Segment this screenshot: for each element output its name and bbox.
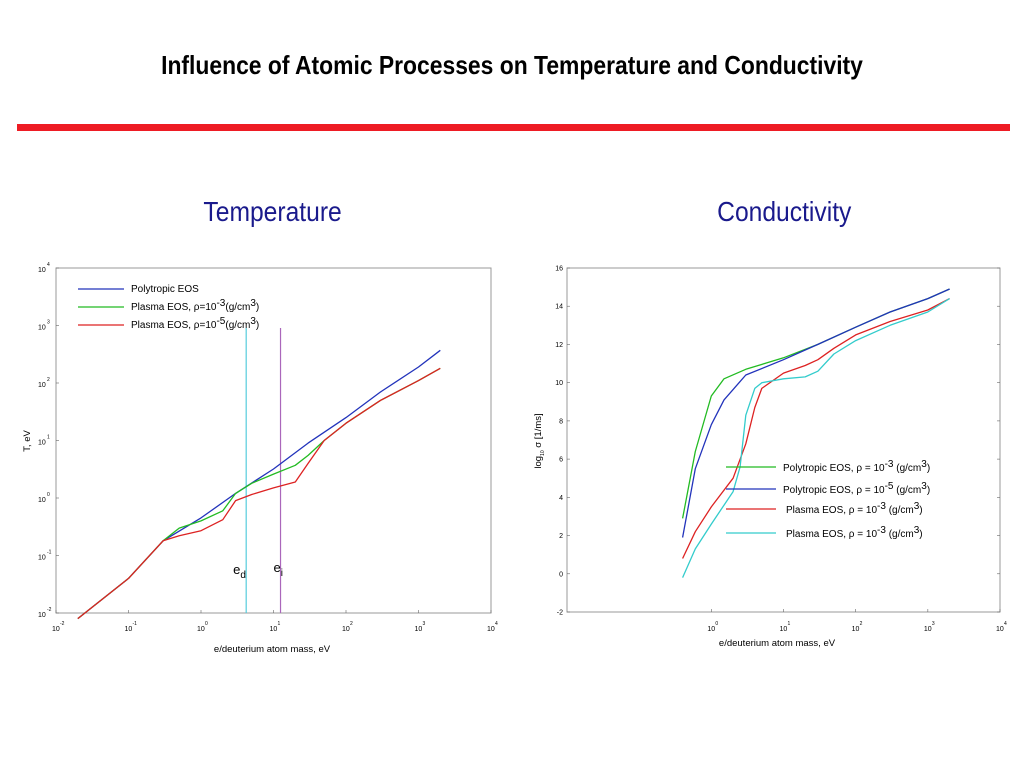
temperature-x-tick-exponent: 2 [350, 621, 353, 627]
temperature-x-tick-label: 10 [415, 626, 423, 633]
slide-title: Influence of Atomic Processes on Tempera… [161, 50, 863, 80]
conductivity-legend-label: Polytropic EOS, ρ = 10-5 (g/cm3) [783, 481, 930, 496]
conductivity-x-axis-label: e/deuterium atom mass, eV [719, 638, 836, 649]
conductivity-x-tick-exponent: 2 [860, 621, 863, 627]
temperature-x-tick-exponent: 1 [278, 621, 281, 627]
temperature-y-tick-exponent: 0 [47, 492, 50, 498]
temperature-x-tick-label: 10 [342, 626, 350, 633]
temperature-x-tick-exponent: 0 [205, 621, 208, 627]
temperature-y-tick-label: 10 [38, 555, 46, 562]
title-divider [17, 124, 1010, 131]
conductivity-heading: Conductivity [717, 196, 852, 227]
conductivity-legend-label: Plasma EOS, ρ = 10-3 (g/cm3) [786, 525, 923, 540]
conductivity-x-tick-label: 10 [996, 626, 1004, 633]
conductivity-y-tick-label: 6 [559, 457, 563, 464]
conductivity-x-tick-label: 10 [852, 626, 860, 633]
conductivity-y-tick-label: 2 [559, 533, 563, 540]
conductivity-y-tick-label: 0 [559, 571, 563, 578]
conductivity-y-tick-label: 8 [559, 418, 563, 425]
temperature-y-tick-exponent: 4 [47, 262, 50, 268]
conductivity-series-line [682, 298, 950, 559]
temperature-series-line [77, 349, 441, 620]
conductivity-x-tick-exponent: 3 [932, 621, 935, 627]
conductivity-x-tick-exponent: 1 [788, 621, 791, 627]
conductivity-y-tick-label: 16 [555, 266, 563, 273]
temperature-y-tick-exponent: -2 [47, 607, 52, 613]
temperature-x-tick-exponent: -1 [133, 621, 138, 627]
temperature-x-tick-label: 10 [270, 626, 278, 633]
temperature-y-tick-label: 10 [38, 267, 46, 274]
temperature-x-tick-label: 10 [487, 626, 495, 633]
conductivity-series-line [681, 288, 950, 538]
conductivity-x-tick-label: 10 [707, 626, 715, 633]
temperature-y-tick-label: 10 [38, 497, 46, 504]
temperature-heading: Temperature [203, 196, 342, 227]
conductivity-series-line [682, 298, 950, 578]
temperature-x-tick-label: 10 [197, 626, 205, 633]
temperature-y-tick-exponent: 2 [47, 377, 50, 383]
temperature-x-tick-exponent: 4 [495, 621, 498, 627]
temperature-legend-label: Plasma EOS, ρ=10-3(g/cm3) [131, 298, 259, 313]
temperature-x-tick-exponent: -2 [60, 621, 65, 627]
temperature-marker-label: ed [233, 562, 246, 581]
conductivity-y-tick-label: 12 [555, 342, 563, 349]
temperature-y-tick-exponent: 3 [47, 320, 50, 326]
conductivity-y-tick-label: 4 [559, 495, 563, 502]
conductivity-x-tick-exponent: 4 [1004, 621, 1007, 627]
temperature-marker-label: ei [274, 560, 283, 579]
conductivity-legend-label: Polytropic EOS, ρ = 10-3 (g/cm3) [783, 459, 930, 474]
temperature-y-tick-exponent: 1 [47, 435, 50, 441]
temperature-x-tick-label: 10 [125, 626, 133, 633]
conductivity-y-tick-label: 14 [555, 304, 563, 311]
conductivity-x-tick-label: 10 [780, 626, 788, 633]
temperature-x-tick-label: 10 [52, 626, 60, 633]
temperature-y-axis-label: T, eV [22, 430, 33, 452]
temperature-y-tick-exponent: -1 [47, 550, 52, 556]
conductivity-x-tick-label: 10 [924, 626, 932, 633]
temperature-x-axis-label: e/deuterium atom mass, eV [214, 644, 331, 655]
temperature-legend-label: Polytropic EOS [131, 284, 199, 295]
conductivity-x-tick-exponent: 0 [715, 621, 718, 627]
temperature-y-tick-label: 10 [38, 382, 46, 389]
temperature-series-line [77, 367, 441, 620]
temperature-series-line [77, 367, 441, 620]
temperature-legend-label: Plasma EOS, ρ=10-5(g/cm3) [131, 316, 259, 331]
conductivity-legend-label: Plasma EOS, ρ = 10-3 (g/cm3) [786, 501, 923, 516]
temperature-y-tick-label: 10 [38, 325, 46, 332]
conductivity-y-axis-label: log10 σ [1/ms] [533, 413, 546, 468]
temperature-y-tick-label: 10 [38, 612, 46, 619]
conductivity-y-tick-label: 10 [555, 380, 563, 387]
conductivity-plot-frame [566, 267, 1001, 613]
temperature-x-tick-exponent: 3 [423, 621, 426, 627]
conductivity-y-tick-label: -2 [557, 610, 563, 617]
temperature-y-tick-label: 10 [38, 440, 46, 447]
